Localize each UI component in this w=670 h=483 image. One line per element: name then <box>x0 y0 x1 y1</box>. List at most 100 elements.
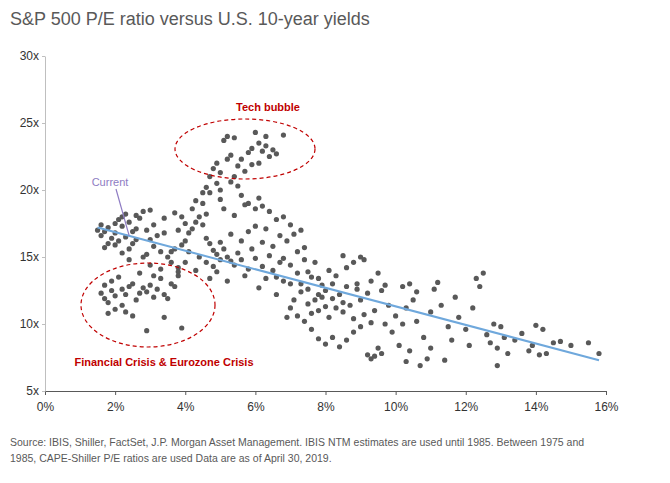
scatter-point <box>270 244 275 249</box>
scatter-point <box>253 206 258 211</box>
scatter-point <box>256 285 261 290</box>
scatter-point <box>242 273 247 278</box>
y-tick-label: 5x <box>26 384 39 398</box>
scatter-point <box>537 352 542 357</box>
scatter-point <box>235 250 240 255</box>
scatter-point <box>249 246 254 251</box>
scatter-point <box>113 293 118 298</box>
scatter-point <box>218 187 223 192</box>
x-tick: 10% <box>384 391 408 414</box>
scatter-point <box>151 273 156 278</box>
scatter-point <box>200 201 205 206</box>
scatter-point <box>361 312 366 317</box>
scatter-point <box>211 166 216 171</box>
scatter-point <box>526 348 531 353</box>
scatter-point <box>123 309 128 314</box>
scatter-point <box>179 214 184 219</box>
scatter-point <box>256 195 261 200</box>
scatter-point <box>127 246 132 251</box>
scatter-point <box>372 354 377 359</box>
scatter-point <box>267 209 272 214</box>
scatter-point <box>235 183 240 188</box>
scatter-point <box>340 253 345 258</box>
scatter-point <box>137 270 142 275</box>
scatter-point <box>351 260 356 265</box>
scatter-point <box>99 291 104 296</box>
scatter-point <box>225 157 230 162</box>
scatter-point <box>428 309 433 314</box>
scatter-point <box>467 343 472 348</box>
scatter-point <box>228 179 233 184</box>
y-tick: 15x <box>20 250 45 264</box>
scatter-point <box>558 339 563 344</box>
scatter-point <box>404 359 409 364</box>
y-tick-label: 25x <box>20 116 39 130</box>
scatter-point <box>102 245 107 250</box>
scatter-point <box>333 305 338 310</box>
y-tick-mark <box>42 391 45 392</box>
scatter-point <box>305 301 310 306</box>
x-tick-mark <box>255 391 256 395</box>
scatter-point <box>137 291 142 296</box>
scatter-point <box>330 296 335 301</box>
scatter-point <box>326 268 331 273</box>
scatter-point <box>106 300 111 305</box>
scatter-point <box>123 292 128 297</box>
scatter-point <box>99 222 104 227</box>
scatter-point <box>379 351 384 356</box>
scatter-point <box>116 238 121 243</box>
scatter-point <box>270 268 275 273</box>
x-tick-label: 0% <box>37 400 55 414</box>
trend-line <box>98 228 599 361</box>
annotation-text: Current <box>92 176 129 188</box>
y-tick-mark <box>42 190 45 191</box>
scatter-point <box>249 162 254 167</box>
scatter-point <box>225 254 230 259</box>
scatter-point <box>151 295 156 300</box>
scatter-point <box>498 324 503 329</box>
x-tick-mark <box>396 391 397 395</box>
scatter-point <box>368 279 373 284</box>
scatter-point <box>551 340 556 345</box>
scatter-point <box>432 287 437 292</box>
scatter-point <box>183 260 188 265</box>
scatter-point <box>179 242 184 247</box>
scatter-point <box>330 281 335 286</box>
y-tick: 20x <box>20 183 45 197</box>
scatter-point <box>484 332 489 337</box>
scatter-point <box>305 287 310 292</box>
chart-svg: S&P 500 P/E ratio versus U.S. 10-year yi… <box>0 0 670 483</box>
scatter-point <box>204 212 209 217</box>
scatter-point <box>127 220 132 225</box>
scatter-point <box>232 213 237 218</box>
scatter-point <box>113 221 118 226</box>
scatter-point <box>302 319 307 324</box>
x-tick: 4% <box>177 391 195 414</box>
scatter-point <box>144 328 149 333</box>
scatter-point <box>151 244 156 249</box>
scatter-point <box>442 358 447 363</box>
chart-container: S&P 500 P/E ratio versus U.S. 10-year yi… <box>0 0 670 483</box>
scatter-point <box>375 270 380 275</box>
scatter-point <box>162 216 167 221</box>
x-axis: 0%2%4%6%8%10%12%14%16% <box>37 391 619 414</box>
x-tick-label: 2% <box>107 400 125 414</box>
scatter-point <box>586 340 591 345</box>
scatter-point <box>225 134 230 139</box>
scatter-point <box>358 324 363 329</box>
scatter-point <box>211 248 216 253</box>
y-axis-line <box>45 57 46 392</box>
x-tick-label: 12% <box>454 400 478 414</box>
scatter-point <box>288 281 293 286</box>
scatter-point <box>337 344 342 349</box>
scatter-point <box>120 303 125 308</box>
scatter-point <box>305 269 310 274</box>
scatter-point <box>169 260 174 265</box>
scatter-point <box>316 336 321 341</box>
scatter-point <box>102 296 107 301</box>
annotation-ellipse <box>81 263 215 347</box>
scatter-point <box>249 146 254 151</box>
x-tick-mark <box>466 391 467 395</box>
y-tick-mark <box>42 123 45 124</box>
scatter-point <box>274 151 279 156</box>
